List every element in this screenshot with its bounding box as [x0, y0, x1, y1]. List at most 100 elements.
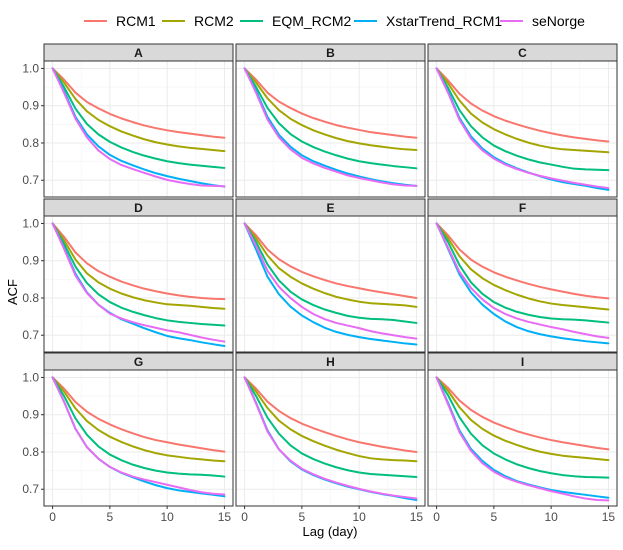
panel-label: D: [134, 201, 143, 215]
gridlines: [236, 216, 425, 352]
legend-label: seNorge: [532, 13, 585, 29]
x-tick-label: 5: [299, 510, 306, 524]
panel-border: [235, 215, 426, 353]
y-tick-label: 1.0: [22, 216, 39, 230]
panel-label: G: [134, 355, 143, 369]
series-line-RCM2: [435, 376, 610, 462]
x-tick-label: 15: [602, 510, 616, 524]
series-line-EQM_RCM2: [435, 376, 610, 479]
series-line-EQM_RCM2: [435, 67, 610, 172]
panel-E: E: [235, 198, 426, 353]
series-line-EQM_RCM2: [243, 376, 418, 478]
series-line-seNorge: [243, 67, 418, 187]
series-line-seNorge: [435, 222, 610, 339]
panel-label: E: [326, 201, 334, 215]
legend-label: XstarTrend_RCM1: [386, 13, 502, 29]
panel-label: B: [326, 46, 335, 60]
panel-C: C: [427, 43, 618, 198]
y-tick-label: 0.8: [22, 291, 39, 305]
panel-B: B: [235, 43, 426, 198]
panel-label: A: [134, 46, 143, 60]
series-line-RCM1: [51, 222, 226, 301]
series-line-RCM1: [51, 67, 226, 139]
y-tick-label: 0.7: [22, 328, 39, 342]
series-line-XstarTrend_RCM1: [243, 222, 418, 346]
x-axis-ticks: 0 5 10 15 0 5 10 15 0 5 10 15: [49, 506, 615, 524]
series-line-EQM_RCM2: [243, 222, 418, 324]
x-axis-title: Lag (day): [303, 524, 358, 539]
series-line-RCM1: [435, 376, 610, 451]
panel-border: [427, 60, 618, 198]
panel-border: [427, 215, 618, 353]
x-tick-label: 15: [410, 510, 424, 524]
y-tick-label: 1.0: [22, 61, 39, 75]
x-tick-label: 15: [218, 510, 232, 524]
panel-G: G: [43, 352, 234, 507]
series-line-seNorge: [435, 376, 610, 502]
series-line-RCM1: [243, 67, 418, 139]
panel-border: [427, 369, 618, 507]
panel-I: I: [427, 352, 618, 507]
legend-item-EQM_RCM2: EQM_RCM2: [240, 13, 352, 29]
series-line-RCM1: [243, 222, 418, 299]
series-line-RCM2: [435, 67, 610, 154]
y-tick-label: 0.8: [22, 445, 39, 459]
series-line-XstarTrend_RCM1: [435, 222, 610, 345]
series-line-RCM1: [51, 376, 226, 453]
panel-A: A: [43, 43, 234, 198]
x-tick-label: 5: [107, 510, 114, 524]
legend-item-RCM1: RCM1: [84, 13, 156, 29]
series-line-RCM1: [435, 67, 610, 143]
gridlines: [236, 61, 425, 197]
legend-item-RCM2: RCM2: [162, 13, 234, 29]
series-line-seNorge: [243, 376, 418, 500]
panel-border: [235, 60, 426, 198]
legend-item-XstarTrend_RCM1: XstarTrend_RCM1: [354, 13, 502, 29]
panel-border: [43, 369, 234, 507]
panel-F: F: [427, 198, 618, 353]
panel-label: I: [521, 355, 524, 369]
y-axis-ticks: 0.7 0.8 0.9 1.0 0.7 0.8 0.9 1.0 0.7 0.8 0.9 1.0: [22, 61, 44, 496]
x-tick-label: 10: [160, 510, 174, 524]
panel-D: D: [43, 198, 234, 353]
series-line-RCM2: [51, 222, 226, 310]
legend: RCM1 RCM2 EQM_RCM2 XstarTrend_RCM1 seNorge: [84, 13, 585, 29]
y-tick-label: 0.9: [22, 99, 39, 113]
x-tick-label: 10: [352, 510, 366, 524]
series-line-seNorge: [51, 376, 226, 496]
x-tick-label: 0: [433, 510, 440, 524]
series-line-EQM_RCM2: [243, 67, 418, 170]
gridlines: [428, 370, 617, 506]
gridlines: [44, 370, 233, 506]
panel-label: H: [326, 355, 335, 369]
series-line-seNorge: [51, 222, 226, 343]
legend-label: RCM1: [116, 13, 156, 29]
series-line-RCM2: [243, 67, 418, 152]
y-axis-title: ACF: [5, 279, 20, 305]
panel-H: H: [235, 352, 426, 507]
panel-label: F: [519, 201, 526, 215]
y-tick-label: 0.9: [22, 408, 39, 422]
gridlines: [44, 61, 233, 197]
panel-border: [43, 60, 234, 198]
series-line-RCM2: [243, 222, 418, 308]
panel-border: [235, 369, 426, 507]
y-tick-label: 1.0: [22, 370, 39, 384]
series-line-EQM_RCM2: [51, 222, 226, 327]
legend-item-seNorge: seNorge: [500, 13, 585, 29]
x-tick-label: 0: [49, 510, 56, 524]
x-tick-label: 5: [491, 510, 498, 524]
series-line-XstarTrend_RCM1: [243, 67, 418, 187]
y-tick-label: 0.8: [22, 136, 39, 150]
y-tick-label: 0.9: [22, 254, 39, 268]
panels: A B C D E F G H I: [43, 43, 618, 507]
panel-border: [43, 215, 234, 353]
series-line-RCM2: [51, 67, 226, 153]
y-tick-label: 0.7: [22, 173, 39, 187]
series-line-RCM2: [51, 376, 226, 463]
series-line-seNorge: [243, 222, 418, 340]
series-line-RCM1: [243, 376, 418, 453]
series-line-RCM2: [435, 222, 610, 311]
